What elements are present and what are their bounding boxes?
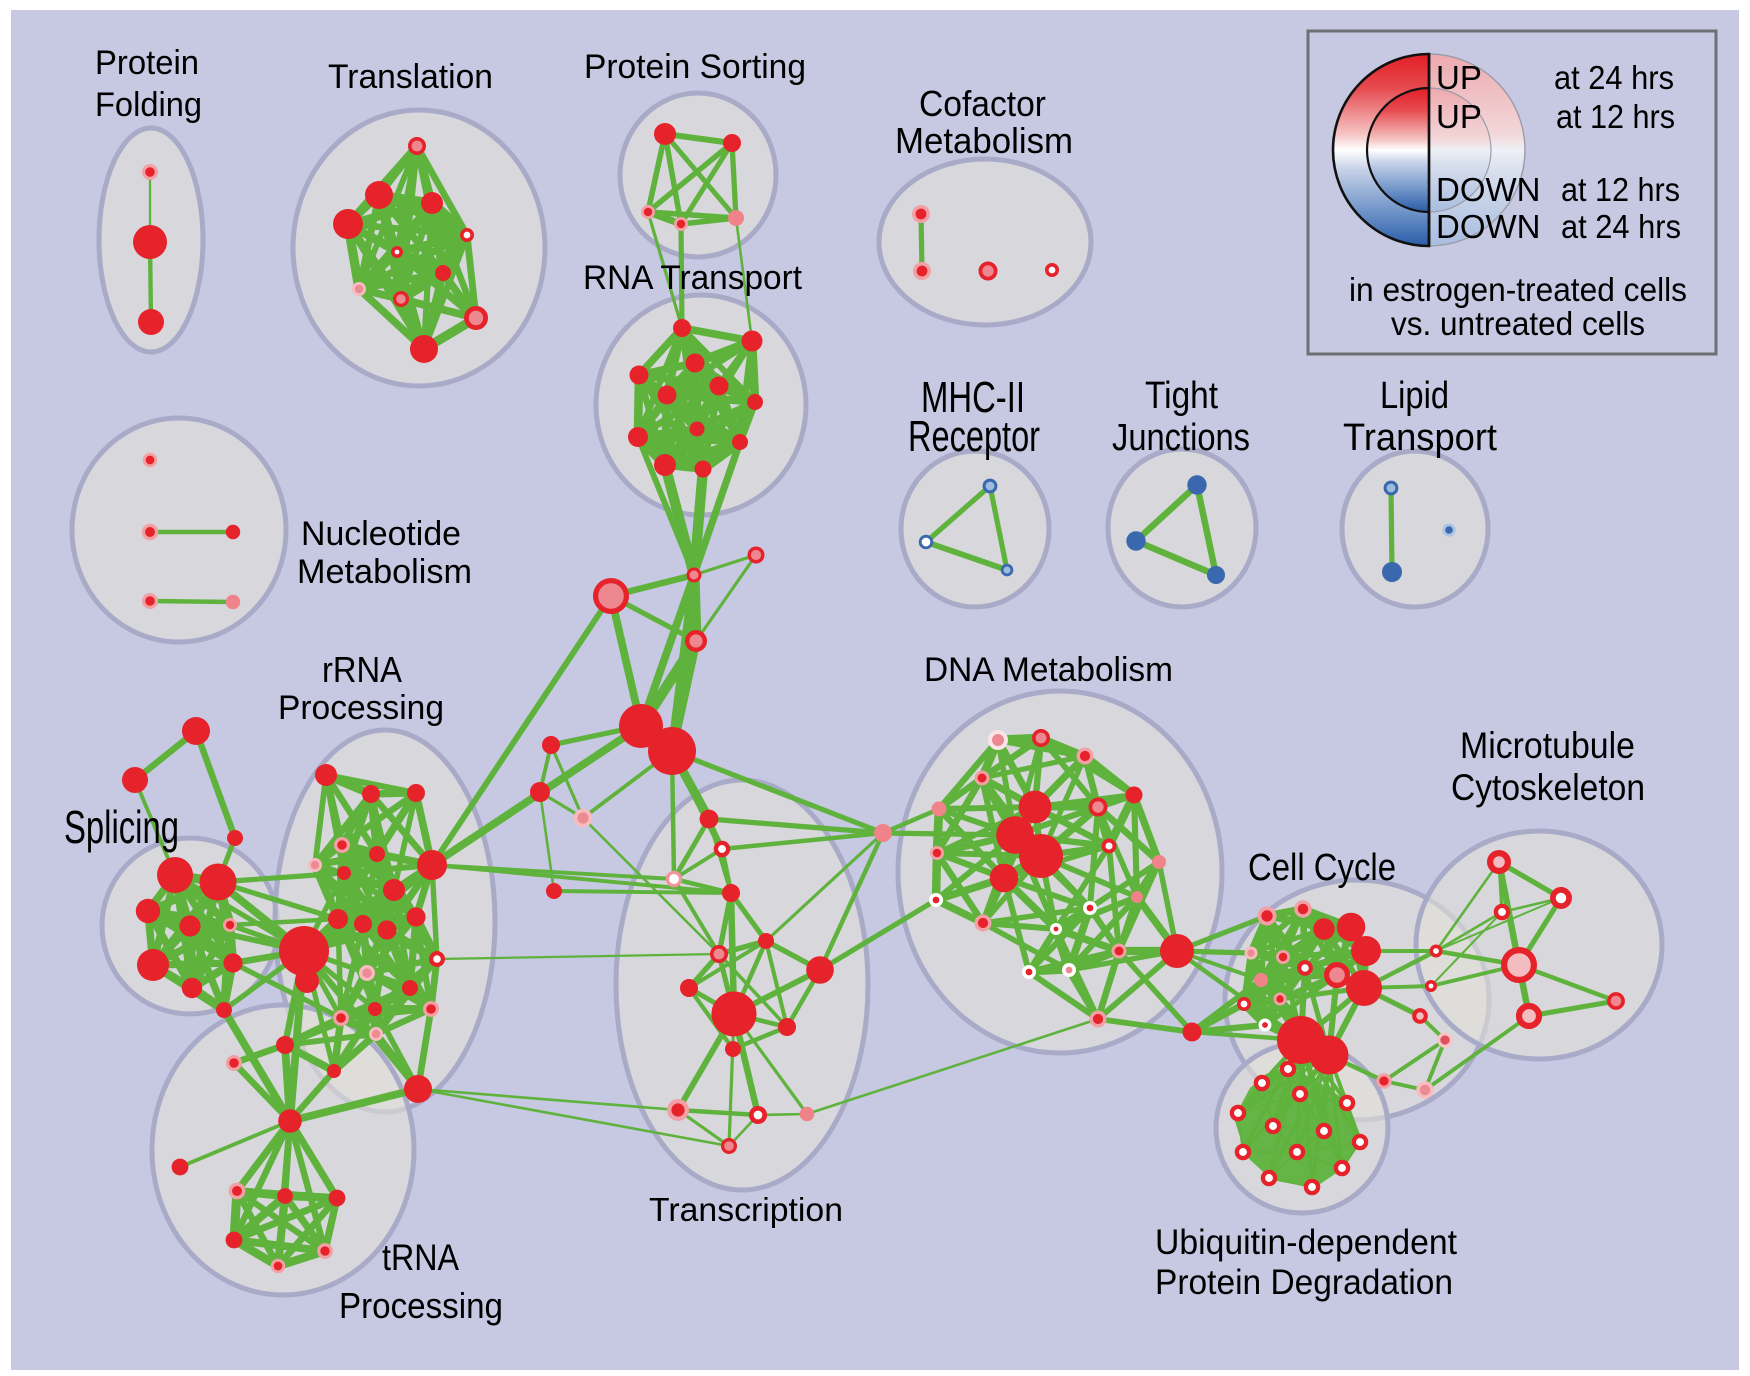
svg-text:DOWN: DOWN [1436,208,1540,245]
svg-text:at 12 hrs: at 12 hrs [1556,98,1675,135]
svg-text:Cell Cycle: Cell Cycle [1248,847,1396,889]
svg-text:vs. untreated cells: vs. untreated cells [1391,305,1645,342]
svg-text:Cytoskeleton: Cytoskeleton [1451,767,1645,808]
svg-text:Transport: Transport [1343,417,1497,459]
svg-text:UP: UP [1436,59,1482,96]
svg-text:Splicing: Splicing [64,801,179,853]
svg-text:Metabolism: Metabolism [895,120,1073,161]
svg-text:Transcription: Transcription [649,1191,843,1228]
svg-text:DOWN: DOWN [1436,171,1540,208]
svg-text:Protein Degradation: Protein Degradation [1155,1263,1453,1302]
svg-text:at 24 hrs: at 24 hrs [1561,208,1681,245]
svg-text:in estrogen-treated cells: in estrogen-treated cells [1349,271,1687,308]
svg-text:rRNA: rRNA [322,649,402,690]
svg-text:Processing: Processing [339,1285,503,1326]
svg-text:Folding: Folding [95,86,202,124]
svg-text:Ubiquitin-dependent: Ubiquitin-dependent [1155,1223,1457,1262]
svg-text:at 24 hrs: at 24 hrs [1554,59,1674,96]
svg-text:Protein: Protein [95,44,199,82]
svg-text:tRNA: tRNA [382,1237,459,1278]
svg-text:Translation: Translation [328,58,493,96]
svg-text:UP: UP [1436,98,1482,135]
svg-text:Cofactor: Cofactor [919,83,1046,124]
svg-text:Microtubule: Microtubule [1460,725,1635,766]
svg-text:MHC-II: MHC-II [921,373,1025,422]
svg-text:Metabolism: Metabolism [297,553,472,591]
svg-text:Receptor: Receptor [908,412,1040,461]
svg-text:at 12 hrs: at 12 hrs [1561,171,1680,208]
svg-text:Lipid: Lipid [1380,375,1449,417]
svg-text:Protein Sorting: Protein Sorting [584,48,806,86]
svg-text:Processing: Processing [278,689,444,727]
svg-text:Tight: Tight [1145,375,1218,417]
svg-text:Nucleotide: Nucleotide [301,515,461,553]
svg-text:Junctions: Junctions [1112,417,1250,459]
svg-text:DNA Metabolism: DNA Metabolism [924,651,1173,689]
svg-text:RNA Transport: RNA Transport [583,259,803,297]
